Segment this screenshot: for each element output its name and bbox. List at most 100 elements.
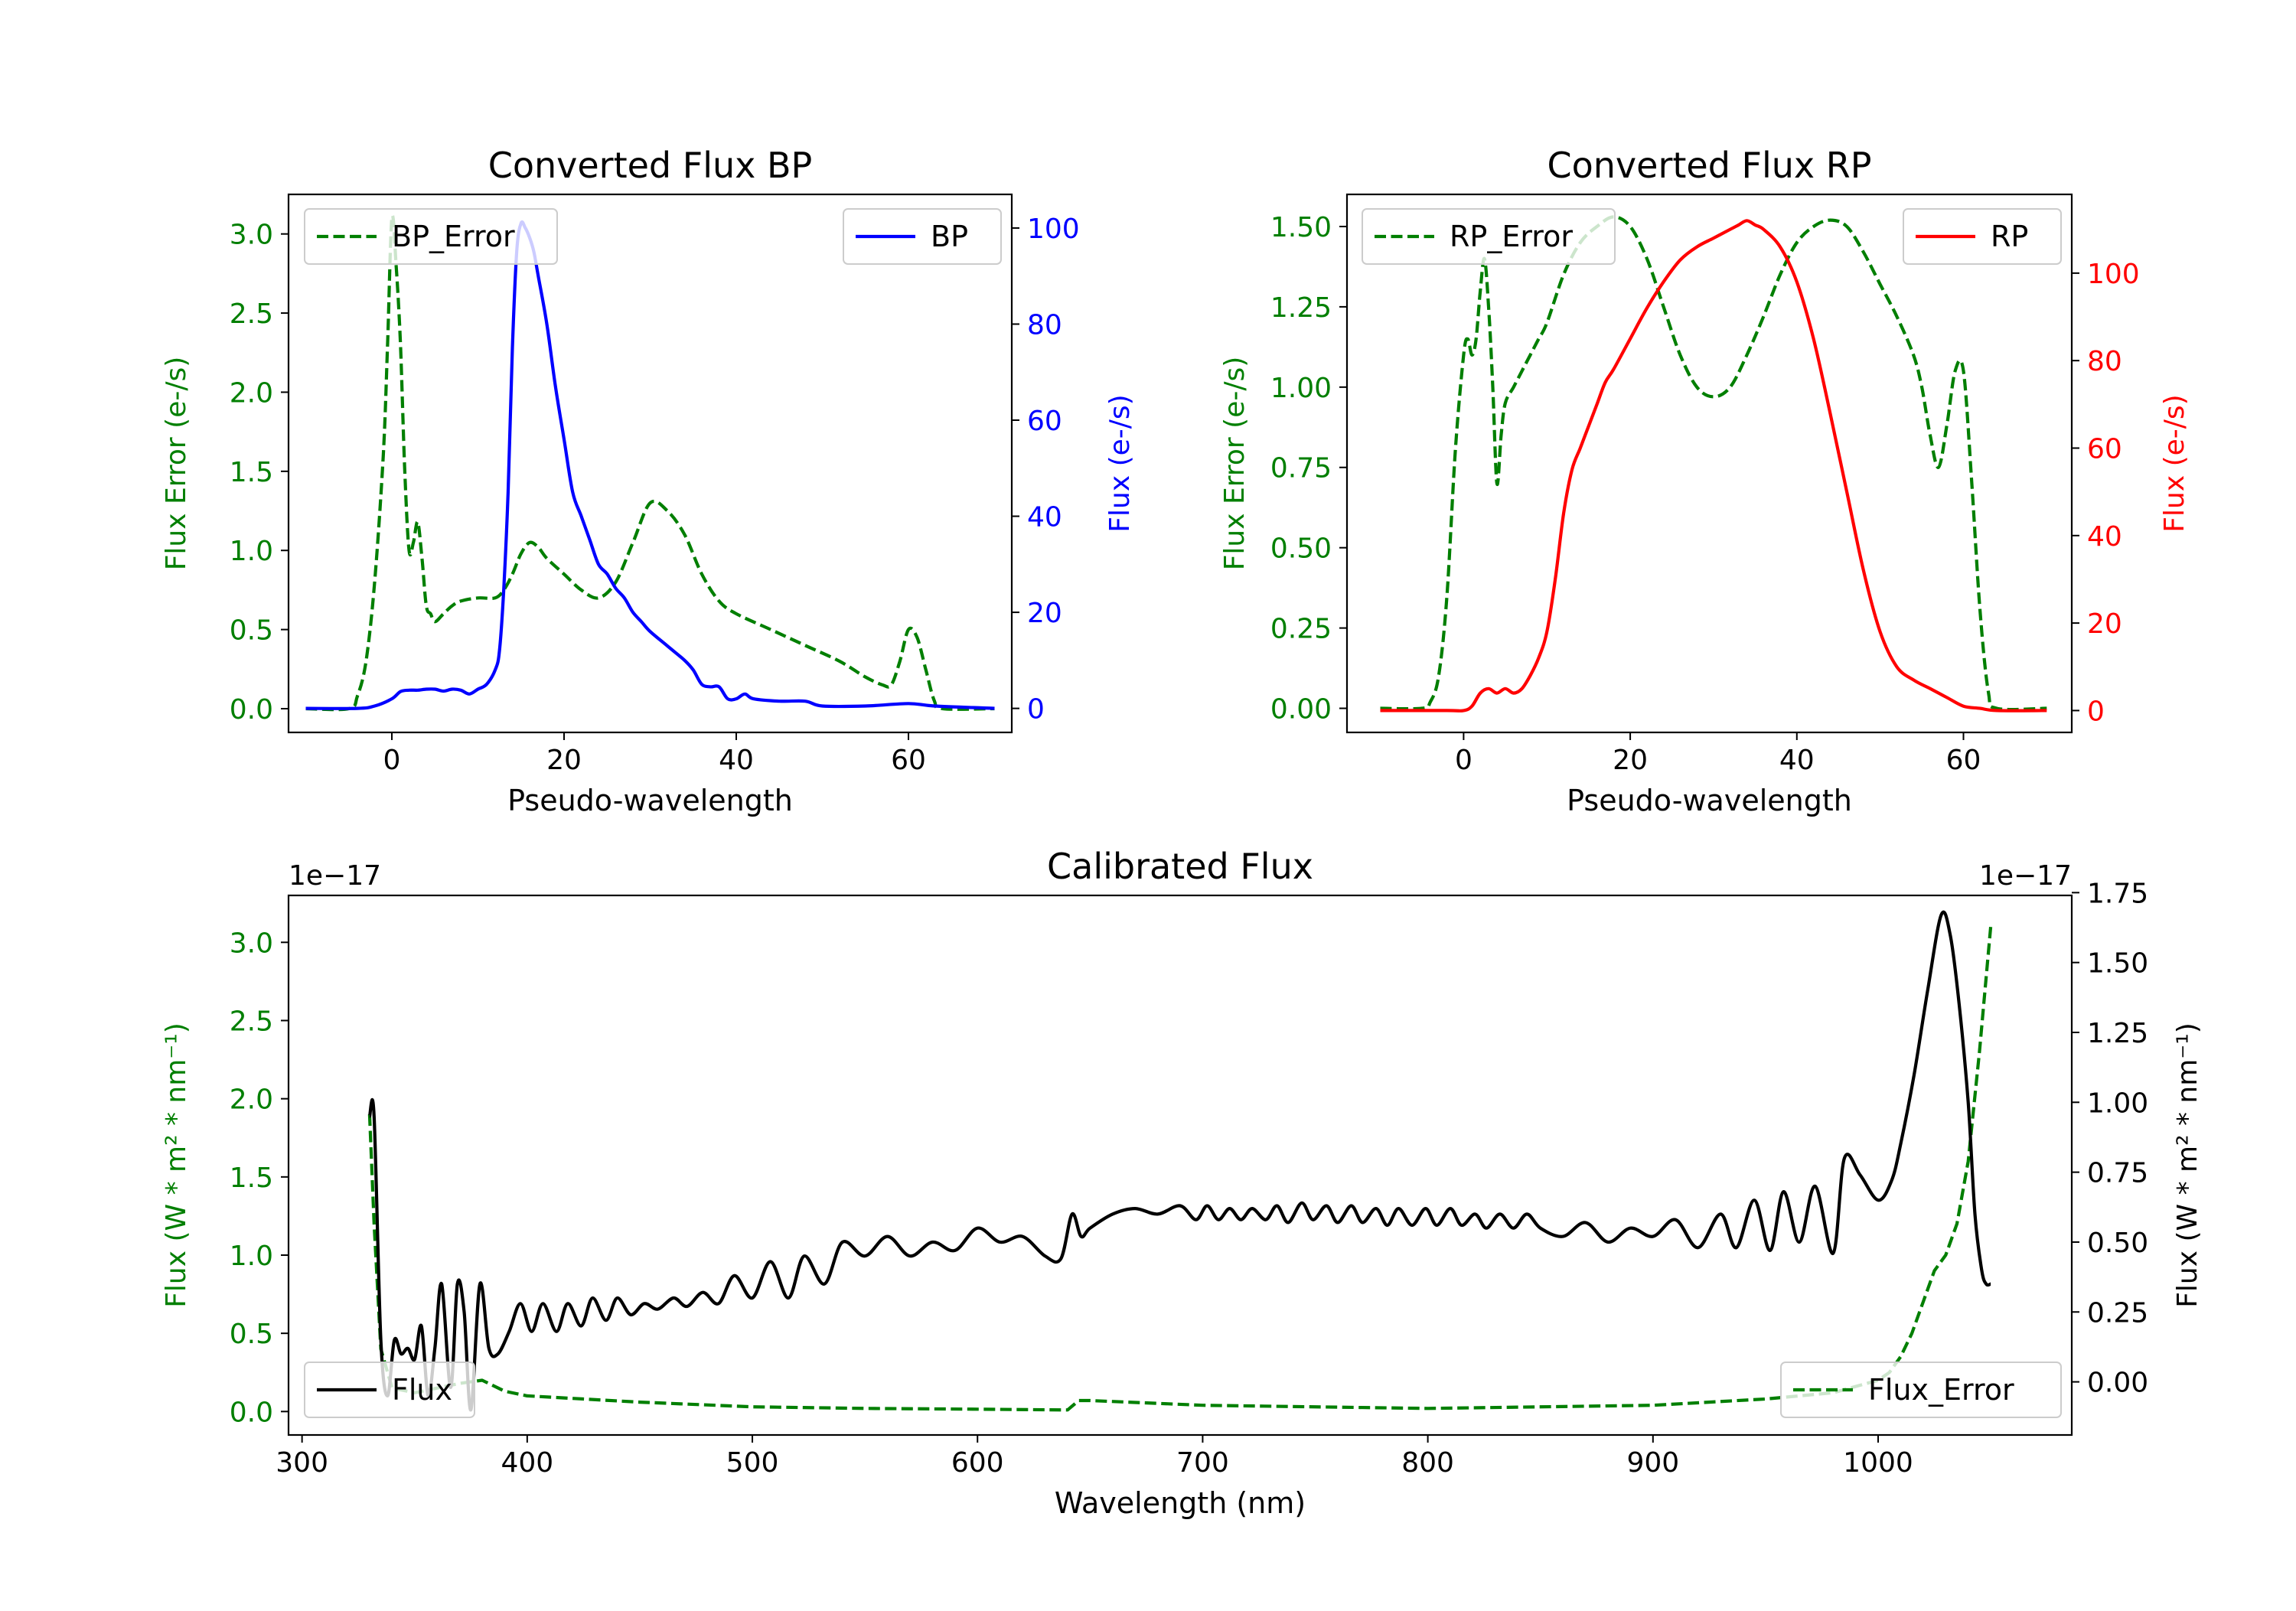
calibrated-legend: Flux_Error <box>1780 1362 2062 1418</box>
bp-left-ytick-label: 3.0 <box>230 220 273 251</box>
rp-right-ytick-label: 40 <box>2087 521 2122 553</box>
rp-left-ytick-label: 1.50 <box>1270 212 1332 243</box>
bp-series-bp <box>305 220 995 710</box>
rp-title: Converted Flux RP <box>1548 145 1872 186</box>
rp-xtick-label: 60 <box>1946 745 1981 776</box>
bp-xtick-label: 20 <box>546 745 582 776</box>
calibrated-left-offset-text: 1e−17 <box>289 860 381 892</box>
calibrated-left-axis-label: Flux (W * m² * nm⁻¹) <box>161 1022 192 1308</box>
calibrated-right-ytick-label: 0.50 <box>2087 1228 2148 1259</box>
bp-title: Converted Flux BP <box>488 145 813 186</box>
rp-series-rp-error <box>1380 215 2047 712</box>
bp-chart: 0 20 40 60 Pseudo-wavelength 0.0 0.5 1.0 1.5 2.0 2… <box>161 145 1136 817</box>
calibrated-right-axis-label: Flux (W * m² * nm⁻¹) <box>2172 1022 2203 1308</box>
bp-legend-box <box>843 208 1002 265</box>
calibrated-left-ytick-label: 0.5 <box>230 1319 273 1350</box>
calibrated-right-ytick-label: 1.75 <box>2087 878 2148 909</box>
calibrated-xtick-label: 1000 <box>1843 1447 1913 1479</box>
bp-xtick-label: 60 <box>891 745 926 776</box>
rp-series-rp <box>1380 219 2047 713</box>
calibrated-right-ytick-label: 1.25 <box>2087 1018 2148 1049</box>
bp-legend-box <box>304 208 558 265</box>
rp-xtick-label: 40 <box>1779 745 1815 776</box>
calibrated-xtick-label: 900 <box>1626 1447 1679 1479</box>
calibrated-xtick-label: 400 <box>501 1447 553 1479</box>
calibrated-plot-frame <box>287 894 2073 1437</box>
calibrated-xtick-label: 800 <box>1401 1447 1454 1479</box>
rp-xtick-label: 20 <box>1613 745 1648 776</box>
calibrated-right-ytick-label: 0.75 <box>2087 1158 2148 1189</box>
bp-right-ytick-label: 20 <box>1027 598 1062 629</box>
calibrated-right-offset-text: 1e−17 <box>1979 860 2072 892</box>
calibrated-x-axis-label: Wavelength (nm) <box>1055 1486 1306 1520</box>
bp-left-ytick-label: 2.0 <box>230 377 273 409</box>
rp-right-ytick-label: 60 <box>2087 433 2122 465</box>
calibrated-left-ytick-label: 2.0 <box>230 1084 273 1116</box>
rp-left-ytick-label: 0.50 <box>1270 533 1332 565</box>
bp-xtick-label: 0 <box>383 745 401 776</box>
rp-left-ytick-label: 1.00 <box>1270 373 1332 404</box>
calibrated-right-ytick-label: 1.00 <box>2087 1088 2148 1119</box>
bp-xtick-label: 40 <box>719 745 754 776</box>
calibrated-legend-box <box>304 1362 475 1418</box>
rp-left-ytick-label: 0.00 <box>1270 694 1332 726</box>
rp-right-ytick-label: 20 <box>2087 608 2122 640</box>
bp-right-axis-label: Flux (e-/s) <box>1104 394 1136 532</box>
bp-right-ytick-label: 0 <box>1027 694 1045 726</box>
rp-right-ytick-label: 80 <box>2087 346 2122 377</box>
calibrated-legend-label: Flux_Error <box>1868 1373 2014 1407</box>
rp-left-ytick-label: 0.25 <box>1270 614 1332 645</box>
calibrated-left-ytick-label: 2.5 <box>230 1006 273 1037</box>
calibrated-series-flux-error <box>367 926 1993 1412</box>
rp-right-ytick-label: 100 <box>2087 259 2140 290</box>
calibrated-legend-box <box>1780 1362 2062 1418</box>
bp-legend: BP_Error <box>304 208 558 265</box>
bp-left-axis-label: Flux Error (e-/s) <box>161 357 192 571</box>
rp-legend-label: RP_Error <box>1450 220 1573 253</box>
calibrated-left-ytick-label: 1.0 <box>230 1241 273 1272</box>
calibrated-legend: Flux <box>304 1362 475 1418</box>
calibrated-left-ytick-label: 0.0 <box>230 1397 273 1428</box>
bp-plot-frame <box>287 193 1013 734</box>
rp-left-ytick-label: 0.75 <box>1270 453 1332 484</box>
calibrated-title: Calibrated Flux <box>1047 846 1313 887</box>
rp-x-axis-label: Pseudo-wavelength <box>1567 784 1852 817</box>
bp-right-ytick-label: 80 <box>1027 309 1062 341</box>
calibrated-xtick-label: 300 <box>276 1447 328 1479</box>
bp-left-ytick-label: 1.5 <box>230 457 273 488</box>
bp-left-ytick-label: 0.0 <box>230 694 273 726</box>
rp-legend-box <box>1903 208 2062 265</box>
rp-plot-frame <box>1345 193 2073 734</box>
rp-left-ytick-label: 1.25 <box>1270 292 1332 324</box>
bp-left-ytick-label: 2.5 <box>230 298 273 330</box>
calibrated-left-ytick-label: 1.5 <box>230 1163 273 1194</box>
rp-left-axis-label: Flux Error (e-/s) <box>1219 357 1251 571</box>
bp-right-ytick-label: 60 <box>1027 406 1062 437</box>
calibrated-series-flux <box>367 910 1991 1412</box>
rp-xtick-label: 0 <box>1455 745 1473 776</box>
bp-left-ytick-label: 0.5 <box>230 615 273 647</box>
bp-right-ytick-label: 100 <box>1027 214 1080 245</box>
rp-right-axis-label: Flux (e-/s) <box>2159 394 2190 532</box>
calibrated-left-ytick-label: 3.0 <box>230 928 273 959</box>
calibrated-chart: 300 400 500 600 700 800 900 1000 Wavelength (nm)… <box>161 846 2203 1520</box>
calibrated-xtick-label: 500 <box>726 1447 779 1479</box>
bp-legend-label: BP <box>931 220 968 253</box>
bp-series-bp-error <box>305 214 995 712</box>
calibrated-right-ytick-label: 0.25 <box>2087 1297 2148 1329</box>
rp-legend-label: RP <box>1991 220 2028 253</box>
bp-legend: BP <box>843 208 1002 265</box>
rp-legend: RP <box>1903 208 2062 265</box>
rp-legend-box <box>1362 208 1616 265</box>
rp-chart: 0 20 40 60 Pseudo-wavelength 0.00 0.25 0.50 0.75… <box>1219 145 2190 817</box>
rp-legend: RP_Error <box>1362 208 1616 265</box>
rp-right-ytick-label: 0 <box>2087 696 2105 727</box>
calibrated-xtick-label: 600 <box>951 1447 1004 1479</box>
bp-left-ytick-label: 1.0 <box>230 536 273 567</box>
calibrated-xtick-label: 700 <box>1176 1447 1229 1479</box>
bp-right-ytick-label: 40 <box>1027 502 1062 533</box>
calibrated-right-ytick-label: 1.50 <box>2087 948 2148 980</box>
bp-legend-label: BP_Error <box>392 220 515 253</box>
